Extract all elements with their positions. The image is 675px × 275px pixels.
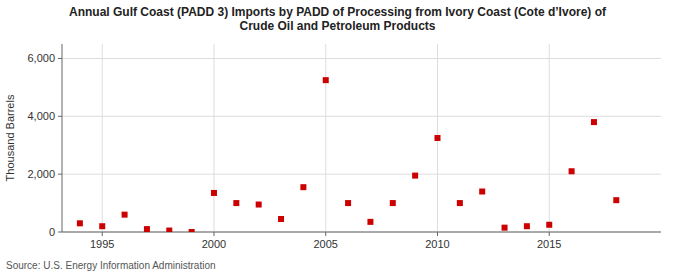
x-tick <box>549 232 550 236</box>
y-axis-label: Thousand Barrels <box>4 94 16 181</box>
point <box>256 202 262 208</box>
point <box>591 119 597 125</box>
point <box>77 220 83 226</box>
point <box>122 212 128 218</box>
x-axis-line <box>62 232 661 233</box>
source: Source: U.S. Energy Information Administ… <box>6 260 216 271</box>
y-tick-label: 0 <box>49 226 55 238</box>
x-tick <box>102 232 103 236</box>
title-line: Annual Gulf Coast (PADD 3) Imports by PA… <box>69 5 607 19</box>
y-tick-label: 6,000 <box>27 52 55 64</box>
point <box>144 226 150 232</box>
y-tick <box>58 116 62 117</box>
point <box>546 222 552 228</box>
y-tick <box>58 58 62 59</box>
point <box>323 77 329 83</box>
title: Annual Gulf Coast (PADD 3) Imports by PA… <box>69 5 607 33</box>
x-tick <box>325 232 326 236</box>
point <box>613 197 619 203</box>
point <box>569 168 575 174</box>
y-tick <box>58 174 62 175</box>
x-tick-label: 2010 <box>425 238 449 250</box>
point <box>524 223 530 229</box>
y-tick-label: 4,000 <box>27 110 55 122</box>
background <box>0 0 675 275</box>
x-tick <box>213 232 214 236</box>
point <box>457 200 463 206</box>
point <box>434 135 440 141</box>
point <box>99 223 105 229</box>
chart: Annual Gulf Coast (PADD 3) Imports by PA… <box>0 0 675 275</box>
point <box>233 200 239 206</box>
y-grid-line <box>62 232 661 233</box>
x-grid-line <box>549 44 550 232</box>
x-grid-line <box>213 44 214 232</box>
y-axis-line <box>62 44 63 232</box>
point <box>412 173 418 179</box>
point <box>300 184 306 190</box>
point <box>189 229 195 232</box>
x-grid-line <box>102 44 103 232</box>
point <box>367 219 373 225</box>
x-tick-label: 2015 <box>537 238 561 250</box>
point <box>278 216 284 222</box>
y-grid-line <box>62 116 661 117</box>
x-tick-label: 1995 <box>90 238 114 250</box>
y-tick-label: 2,000 <box>27 168 55 180</box>
point <box>345 200 351 206</box>
point <box>166 228 172 232</box>
x-tick-label: 2000 <box>202 238 226 250</box>
points <box>77 77 619 232</box>
point <box>390 200 396 206</box>
x-tick <box>437 232 438 236</box>
point <box>211 190 217 196</box>
point <box>502 225 508 231</box>
point <box>479 189 485 195</box>
y-tick <box>58 232 62 233</box>
grid <box>62 44 661 232</box>
title-line: Crude Oil and Petroleum Products <box>239 19 435 33</box>
y-grid-line <box>62 58 661 59</box>
x-tick-label: 2005 <box>313 238 337 250</box>
x-grid-line <box>325 44 326 232</box>
